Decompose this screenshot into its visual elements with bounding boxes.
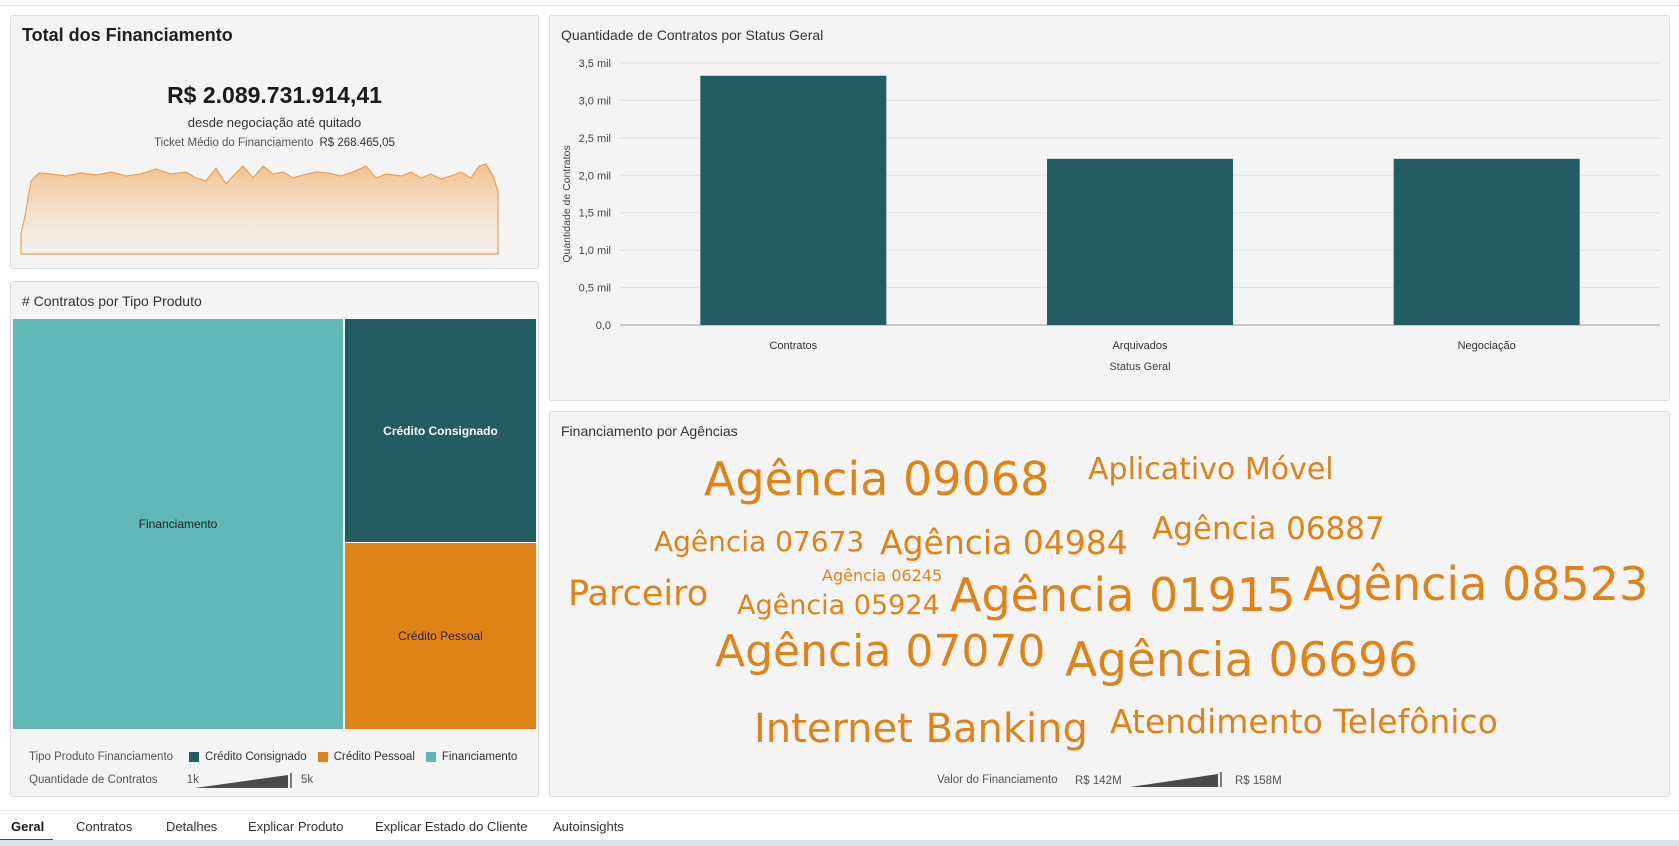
y-tick-label: 2,5 mil <box>579 133 611 145</box>
ticket-medio: Ticket Médio do Financiamento R$ 268.465,… <box>11 137 538 149</box>
sparkline-area <box>20 163 499 255</box>
y-tick-label: 2,0 mil <box>579 170 611 182</box>
bar-1[interactable] <box>1047 158 1233 325</box>
legend-item-financiamento[interactable]: Financiamento <box>425 751 517 763</box>
word-internet-banking[interactable]: Internet Banking <box>754 706 1088 752</box>
tab-detalhes[interactable]: Detalhes <box>166 819 218 834</box>
tile-label: Crédito Consignado <box>383 423 498 438</box>
size-legend-title: Quantidade de Contratos <box>29 774 158 786</box>
bar-chart-panel[interactable]: Quantidade de Contratos por Status Geral… <box>549 15 1670 401</box>
y-tick-label: 3,0 mil <box>579 95 611 107</box>
x-tick-label: Arquivados <box>1112 340 1168 352</box>
kpi-sparkline <box>20 163 499 255</box>
y-axis-title: Quantidade de Contratos <box>561 145 573 262</box>
bar-chart: 0,0 0,5 mil 1,0 mil 1,5 mil 2,0 mil 2,5 mil 3,… <box>561 58 1660 373</box>
word-agencia-08523[interactable]: Agência 08523 <box>1303 557 1649 611</box>
wordcloud-panel[interactable]: Financiamento por Agências Agência 09068… <box>549 411 1670 797</box>
treemap-panel[interactable]: # Contratos por Tipo Produto Financiamen… <box>10 281 539 797</box>
ticket-value: R$ 268.465,05 <box>319 137 395 149</box>
word-agencia-07673[interactable]: Agência 07673 <box>654 525 865 558</box>
value-legend-wedge <box>1130 772 1222 787</box>
value-legend-title: Valor do Financiamento <box>937 774 1058 786</box>
x-axis-title: Status Geral <box>1109 361 1170 373</box>
legend-item-credito-consignado[interactable]: Crédito Consignado <box>189 751 307 763</box>
size-legend-min: 1k <box>186 774 199 786</box>
y-tick-label: 3,5 mil <box>579 58 611 70</box>
word-agencia-06696[interactable]: Agência 06696 <box>1065 633 1418 688</box>
value-legend-min: R$ 142M <box>1075 775 1122 787</box>
word-parceiro[interactable]: Parceiro <box>568 574 709 614</box>
legend-swatch <box>317 752 328 762</box>
tile-credito-pessoal[interactable]: Crédito Pessoal <box>345 543 536 729</box>
tile-financiamento[interactable]: Financiamento <box>13 319 344 729</box>
tab-contratos[interactable]: Contratos <box>76 819 133 834</box>
bar-2[interactable] <box>1393 158 1580 325</box>
x-tick-label: Negociação <box>1458 340 1516 352</box>
word-agencia-04984[interactable]: Agência 04984 <box>880 523 1128 562</box>
treemap-title: # Contratos por Tipo Produto <box>22 293 202 309</box>
y-tick-label: 0,5 mil <box>579 283 611 295</box>
kpi-value: R$ 2.089.731.914,41 <box>167 82 382 108</box>
kpi-subtitle: desde negociação até quitado <box>187 115 362 130</box>
wordcloud-title: Financiamento por Agências <box>561 423 738 439</box>
ticket-label: Ticket Médio do Financiamento <box>154 137 314 149</box>
legend-swatch <box>189 752 200 762</box>
tile-label: Crédito Pessoal <box>398 629 483 643</box>
word-agencia-07070[interactable]: Agência 07070 <box>715 626 1046 677</box>
legend-title: Tipo Produto Financiamento <box>29 751 174 763</box>
tile-credito-consignado[interactable]: Crédito Consignado <box>345 319 536 543</box>
tab-geral[interactable]: Geral <box>11 819 45 834</box>
treemap: Financiamento Crédito Consignado Crédito… <box>13 319 536 729</box>
word-aplicativo-movel[interactable]: Aplicativo Móvel <box>1088 452 1334 487</box>
y-tick-label: 1,0 mil <box>579 245 611 257</box>
y-tick-label: 0,0 <box>596 320 611 332</box>
kpi-title: Total dos Financiamento <box>22 25 233 45</box>
size-legend-max: 5k <box>301 774 314 786</box>
bar-chart-title: Quantidade de Contratos por Status Geral <box>561 27 824 43</box>
value-legend-max: R$ 158M <box>1235 775 1282 787</box>
tab-bar: Geral Contratos Detalhes Explicar Produt… <box>0 810 1679 842</box>
tab-autoinsights[interactable]: Autoinsights <box>553 819 624 834</box>
tab-explicar-estado-do-cliente[interactable]: Explicar Estado do Cliente <box>375 819 528 834</box>
x-tick-label: Contratos <box>769 340 817 352</box>
size-legend-wedge <box>195 773 292 788</box>
legend-item-credito-pessoal[interactable]: Crédito Pessoal <box>317 751 415 763</box>
y-tick-label: 1,5 mil <box>579 208 611 220</box>
tile-label: Financiamento <box>138 517 218 531</box>
bottom-strip <box>0 840 1679 846</box>
word-agencia-05924[interactable]: Agência 05924 <box>737 590 940 621</box>
tab-explicar-produto[interactable]: Explicar Produto <box>248 819 344 834</box>
top-divider <box>0 5 1679 6</box>
word-atendimento-telefonico[interactable]: Atendimento Telefônico <box>1110 702 1498 741</box>
word-agencia-09068[interactable]: Agência 09068 <box>704 452 1050 506</box>
word-agencia-06245[interactable]: Agência 06245 <box>822 566 943 585</box>
treemap-legend: Tipo Produto Financiamento Crédito Consi… <box>29 751 528 763</box>
legend-swatch <box>425 752 436 762</box>
kpi-panel[interactable]: Total dos Financiamento R$ 2.089.731.914… <box>10 15 539 269</box>
size-legend: Quantidade de Contratos 1k <box>29 774 199 786</box>
word-agencia-01915[interactable]: Agência 01915 <box>950 568 1296 622</box>
bar-0[interactable] <box>700 75 887 326</box>
word-agencia-06887[interactable]: Agência 06887 <box>1152 511 1385 547</box>
